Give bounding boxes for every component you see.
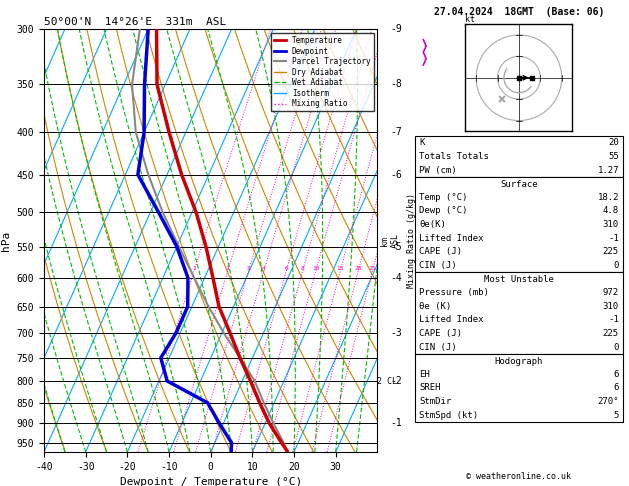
Text: Lifted Index: Lifted Index <box>419 315 484 324</box>
Text: Temp (°C): Temp (°C) <box>419 193 467 202</box>
Text: θe(K): θe(K) <box>419 220 446 229</box>
Text: km
ASL: km ASL <box>381 233 399 248</box>
Text: -1: -1 <box>608 315 619 324</box>
Text: -4: -4 <box>390 273 402 283</box>
Text: 15: 15 <box>337 266 344 271</box>
Text: 225: 225 <box>603 247 619 256</box>
Text: -9: -9 <box>390 24 402 34</box>
Text: 6: 6 <box>613 370 619 379</box>
Text: 55: 55 <box>608 152 619 161</box>
Text: -1: -1 <box>608 234 619 243</box>
Text: -2: -2 <box>390 376 402 386</box>
Text: 270°: 270° <box>598 397 619 406</box>
Text: StmDir: StmDir <box>419 397 451 406</box>
Text: 4: 4 <box>262 266 265 271</box>
Text: 20: 20 <box>355 266 362 271</box>
Text: PW (cm): PW (cm) <box>419 166 457 174</box>
Text: StmSpd (kt): StmSpd (kt) <box>419 411 478 419</box>
Text: © weatheronline.co.uk: © weatheronline.co.uk <box>467 472 571 481</box>
Text: 1: 1 <box>192 266 196 271</box>
Text: 0: 0 <box>613 261 619 270</box>
Text: 4.8: 4.8 <box>603 207 619 215</box>
Text: 6: 6 <box>613 383 619 392</box>
Text: Totals Totals: Totals Totals <box>419 152 489 161</box>
Text: 1.27: 1.27 <box>598 166 619 174</box>
Text: CAPE (J): CAPE (J) <box>419 329 462 338</box>
Text: -8: -8 <box>390 79 402 89</box>
Text: -5: -5 <box>390 242 402 252</box>
Text: 972: 972 <box>603 288 619 297</box>
Text: Most Unstable: Most Unstable <box>484 275 554 284</box>
Text: 25: 25 <box>369 266 376 271</box>
Text: 225: 225 <box>603 329 619 338</box>
Text: 50°00'N  14°26'E  331m  ASL: 50°00'N 14°26'E 331m ASL <box>44 17 226 27</box>
Text: 27.04.2024  18GMT  (Base: 06): 27.04.2024 18GMT (Base: 06) <box>434 7 604 17</box>
Text: 3: 3 <box>247 266 250 271</box>
Text: 8: 8 <box>301 266 304 271</box>
Text: 5: 5 <box>613 411 619 419</box>
Text: θe (K): θe (K) <box>419 302 451 311</box>
Text: CIN (J): CIN (J) <box>419 343 457 351</box>
Text: 2: 2 <box>226 266 230 271</box>
Text: 0: 0 <box>613 343 619 351</box>
Text: -6: -6 <box>390 170 402 180</box>
Text: Lifted Index: Lifted Index <box>419 234 484 243</box>
Text: 310: 310 <box>603 220 619 229</box>
Text: Mixing Ratio (g/kg): Mixing Ratio (g/kg) <box>408 193 416 288</box>
Text: -7: -7 <box>390 127 402 138</box>
Text: -1: -1 <box>390 418 402 428</box>
Text: EH: EH <box>419 370 430 379</box>
Text: SREH: SREH <box>419 383 440 392</box>
Text: 20: 20 <box>608 139 619 147</box>
Text: 6: 6 <box>284 266 288 271</box>
Text: kt: kt <box>465 15 476 24</box>
Y-axis label: hPa: hPa <box>1 230 11 251</box>
Text: Dewp (°C): Dewp (°C) <box>419 207 467 215</box>
Text: 310: 310 <box>603 302 619 311</box>
Text: CAPE (J): CAPE (J) <box>419 247 462 256</box>
Legend: Temperature, Dewpoint, Parcel Trajectory, Dry Adiabat, Wet Adiabat, Isotherm, Mi: Temperature, Dewpoint, Parcel Trajectory… <box>271 33 374 111</box>
Text: -3: -3 <box>390 328 402 338</box>
X-axis label: Dewpoint / Temperature (°C): Dewpoint / Temperature (°C) <box>120 477 302 486</box>
Text: 2 CL: 2 CL <box>377 377 398 385</box>
Text: K: K <box>419 139 425 147</box>
Text: Pressure (mb): Pressure (mb) <box>419 288 489 297</box>
Text: 18.2: 18.2 <box>598 193 619 202</box>
Text: 10: 10 <box>312 266 320 271</box>
Text: Hodograph: Hodograph <box>495 357 543 366</box>
Text: Surface: Surface <box>500 180 538 189</box>
Text: CIN (J): CIN (J) <box>419 261 457 270</box>
